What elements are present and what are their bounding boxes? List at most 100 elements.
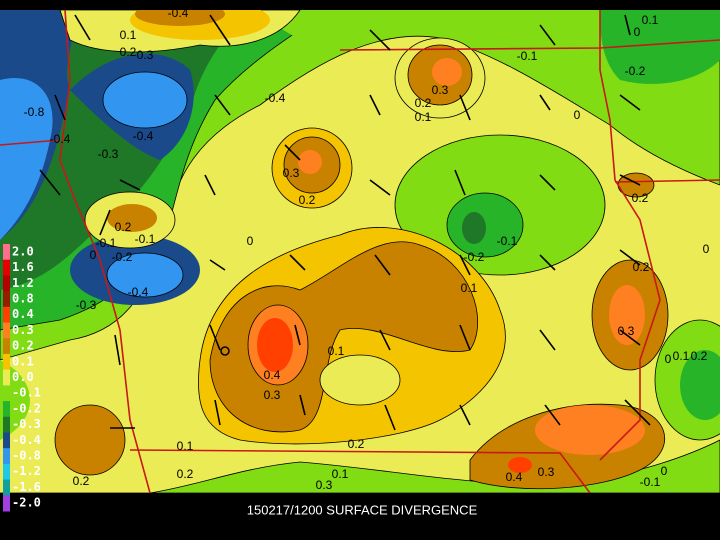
contour-label: 0.2	[633, 260, 650, 274]
wind-barb	[214, 94, 231, 116]
wind-barb	[99, 209, 111, 236]
contour-label: -0.8	[24, 105, 45, 119]
legend-swatch	[3, 448, 10, 465]
legend-label: 0.2	[12, 339, 34, 353]
wind-barb	[384, 404, 396, 431]
wind-barb	[624, 399, 651, 426]
wind-barb	[459, 404, 471, 426]
contour-label: 0	[90, 248, 97, 262]
wind-barb	[369, 29, 391, 51]
wind-barb	[209, 324, 221, 351]
contour-label: -0.1	[135, 232, 156, 246]
wind-barb	[539, 254, 556, 271]
contour-label: 0.2	[177, 467, 194, 481]
wind-barb	[54, 94, 66, 121]
contour-label: 0.1	[177, 439, 194, 453]
wind-barb	[114, 334, 121, 366]
contour-label: 0	[703, 242, 710, 256]
wind-barb	[624, 14, 631, 36]
contour-label: -0.1	[640, 475, 661, 489]
wind-barb	[619, 94, 641, 111]
contour-label: 0.1	[461, 281, 478, 295]
wind-barb	[454, 169, 466, 196]
contour-label: 0.2	[691, 349, 708, 363]
contour-label: -0.3	[98, 147, 119, 161]
legend-label: -1.6	[12, 480, 41, 494]
legend-swatch	[3, 338, 10, 355]
legend-label: 0.1	[12, 354, 34, 368]
legend-swatch	[3, 244, 10, 261]
legend-label: -0.1	[12, 386, 41, 400]
legend-swatch	[3, 463, 10, 481]
legend-label: 1.2	[12, 276, 34, 290]
station-circle	[220, 346, 230, 356]
legend-label: -2.0	[12, 496, 41, 510]
contour-label: 0.1	[332, 467, 349, 481]
wind-barb	[39, 169, 61, 196]
wind-barb	[119, 179, 141, 191]
wind-barb	[619, 329, 641, 346]
contour-label: 0.2	[73, 474, 90, 488]
contour-label: -0.4	[168, 6, 189, 20]
contour-label: -0.4	[265, 91, 286, 105]
contour-label: 0.2	[120, 45, 137, 59]
legend-label: -0.8	[12, 449, 41, 463]
legend-label: 1.6	[12, 260, 34, 274]
legend-swatch	[3, 291, 10, 308]
contour-label: 0.3	[316, 478, 333, 492]
wind-barb	[204, 174, 216, 196]
contour-label: 0	[247, 234, 254, 248]
wind-barb	[369, 94, 381, 116]
wind-barb	[619, 174, 641, 186]
legend-swatch	[3, 275, 10, 292]
contour-label: -0.2	[112, 250, 133, 264]
caption: 150217/1200 SURFACE DIVERGENCE	[247, 502, 478, 517]
wind-barb	[214, 399, 221, 426]
legend-swatch	[3, 385, 10, 402]
legend-swatch	[3, 306, 10, 324]
legend-label: 0.8	[12, 291, 34, 305]
legend-label: -1.2	[12, 464, 41, 478]
contour-field	[0, 10, 720, 493]
wind-barb	[289, 254, 306, 271]
wind-barb	[539, 329, 556, 351]
legend-label: 0.4	[12, 307, 34, 321]
contour-label: 0.1	[642, 13, 659, 27]
legend-label: -0.4	[12, 433, 41, 447]
legend-swatch	[3, 322, 10, 339]
contour-label: -0.1	[497, 234, 518, 248]
wind-barb	[539, 24, 556, 46]
wind-barb	[539, 94, 551, 111]
contour-label: 0.1	[328, 344, 345, 358]
wind-barb	[209, 14, 231, 46]
contour-label: 0.3	[432, 83, 449, 97]
wind-barb	[619, 249, 641, 266]
contour-label: -0.1	[96, 236, 117, 250]
legend-swatch	[3, 401, 10, 418]
wind-barb	[74, 14, 91, 41]
wind-barb	[459, 324, 471, 351]
contour-label: 0.1	[673, 349, 690, 363]
contour-label: 0	[574, 108, 581, 122]
contour-label: 0.3	[264, 388, 281, 402]
contour-label: 0.4	[506, 470, 523, 484]
wind-barb	[539, 174, 556, 191]
contour-label: -0.1	[517, 49, 538, 63]
contour-label: 0.3	[618, 324, 635, 338]
legend-swatch	[3, 259, 10, 276]
wind-barb	[284, 144, 301, 161]
legend-label: 0.0	[12, 370, 34, 384]
contour-label: -0.4	[50, 132, 71, 146]
legend-swatch	[3, 495, 10, 512]
legend-label: 0.3	[12, 323, 34, 337]
wind-barb	[379, 329, 391, 351]
legend-swatch	[3, 416, 10, 433]
legend-swatch	[3, 353, 10, 371]
contour-label: 0.1	[120, 28, 137, 42]
contour-label: 0.3	[283, 166, 300, 180]
contour-label: 0.2	[632, 191, 649, 205]
legend-swatch	[3, 369, 10, 386]
legend-label: 2.0	[12, 244, 34, 258]
contour-label: 0.2	[348, 437, 365, 451]
